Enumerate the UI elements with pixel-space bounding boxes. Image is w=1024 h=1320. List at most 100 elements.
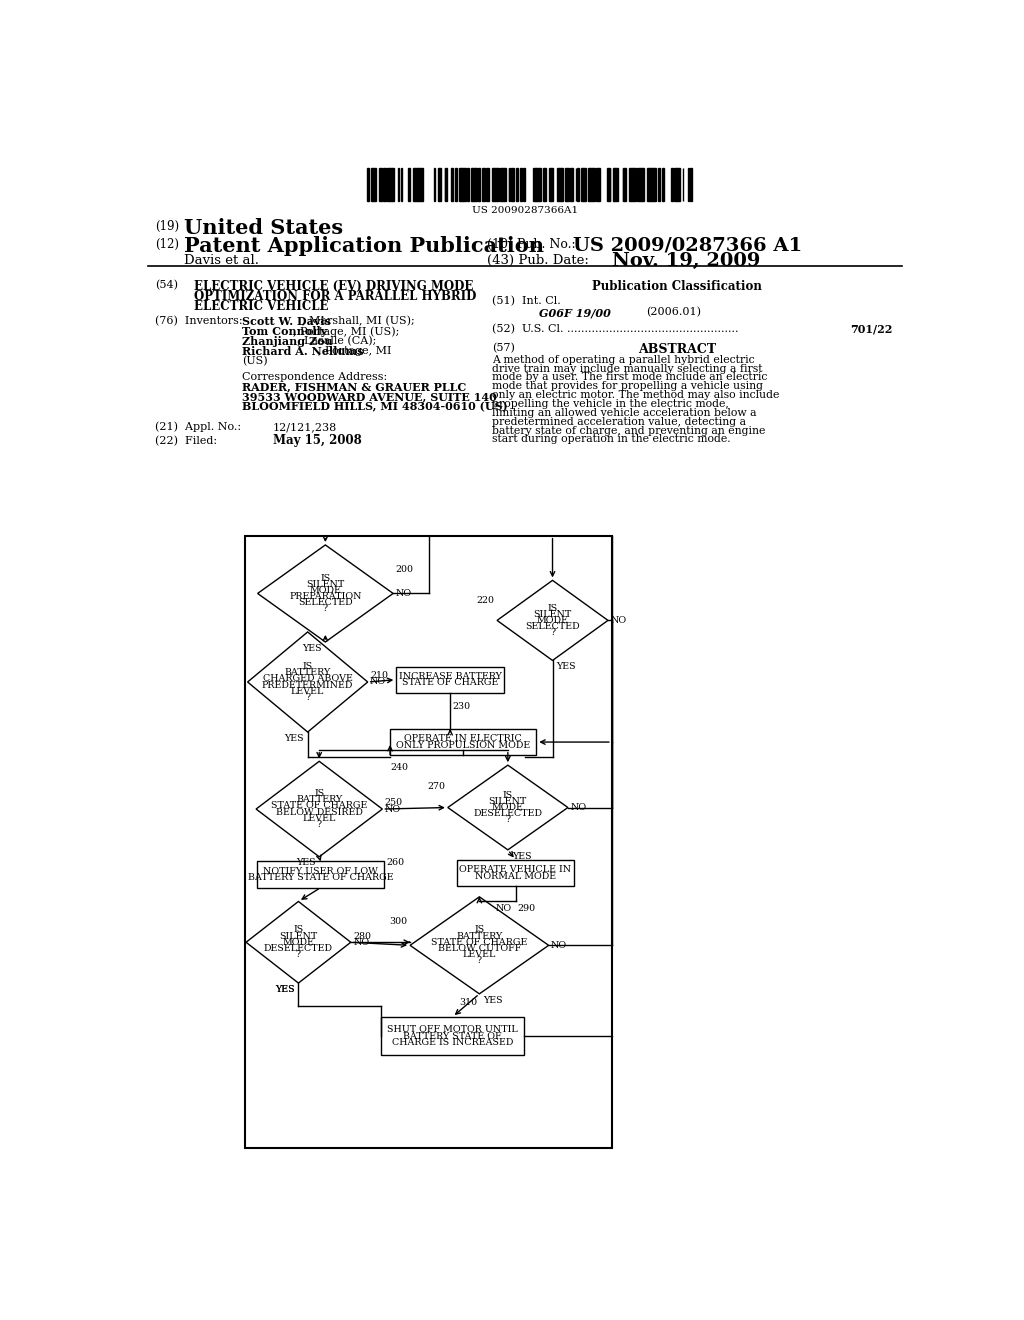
Bar: [632, 168, 634, 201]
Bar: [561, 168, 562, 201]
Bar: [565, 168, 566, 201]
Text: IS: IS: [474, 925, 484, 935]
Text: (43) Pub. Date:: (43) Pub. Date:: [487, 253, 589, 267]
Polygon shape: [447, 766, 568, 850]
Text: MODE: MODE: [537, 616, 568, 624]
Text: ?: ?: [323, 605, 328, 614]
Text: predetermined acceleration value, detecting a: predetermined acceleration value, detect…: [493, 417, 746, 426]
Text: Tom Connolly: Tom Connolly: [243, 326, 328, 338]
Text: (51)  Int. Cl.: (51) Int. Cl.: [493, 296, 561, 306]
Bar: [543, 168, 544, 201]
Bar: [677, 168, 680, 201]
Bar: [383, 168, 385, 201]
Bar: [471, 168, 472, 201]
Bar: [481, 168, 484, 201]
Text: , Portage, MI (US);: , Portage, MI (US);: [293, 326, 399, 337]
Bar: [391, 168, 392, 201]
Bar: [387, 168, 389, 201]
Bar: [500, 168, 502, 201]
Text: IS: IS: [548, 603, 558, 612]
Text: LEVEL: LEVEL: [463, 950, 496, 960]
Text: Scott W. Davis: Scott W. Davis: [243, 317, 331, 327]
Text: 280: 280: [353, 932, 371, 941]
Text: BATTERY: BATTERY: [457, 932, 503, 941]
Text: May 15, 2008: May 15, 2008: [273, 434, 361, 447]
Bar: [583, 168, 586, 201]
Text: STATE OF CHARGE: STATE OF CHARGE: [402, 678, 499, 688]
Bar: [485, 168, 488, 201]
Polygon shape: [497, 581, 608, 660]
Text: NO: NO: [395, 589, 412, 598]
Text: 240: 240: [390, 763, 408, 772]
Text: DESELECTED: DESELECTED: [264, 944, 333, 953]
Bar: [396, 667, 504, 693]
Bar: [390, 729, 537, 755]
Text: start during operation in the electric mode.: start during operation in the electric m…: [493, 434, 731, 445]
Text: LEVEL: LEVEL: [291, 686, 325, 696]
Text: SILENT: SILENT: [488, 797, 527, 805]
Bar: [607, 168, 609, 201]
Text: SILENT: SILENT: [280, 932, 317, 941]
Bar: [536, 168, 538, 201]
Bar: [550, 168, 551, 201]
Bar: [455, 168, 457, 201]
Text: RADER, FISHMAN & GRAUER PLLC: RADER, FISHMAN & GRAUER PLLC: [243, 381, 467, 393]
Text: mode by a user. The first mode include an electric: mode by a user. The first mode include a…: [493, 372, 768, 383]
Text: Correspondence Address:: Correspondence Address:: [243, 372, 387, 383]
Bar: [532, 168, 535, 201]
Bar: [640, 168, 642, 201]
Text: 250: 250: [385, 799, 402, 808]
Polygon shape: [410, 896, 549, 994]
Text: 260: 260: [387, 858, 404, 866]
Bar: [445, 168, 447, 201]
Text: MODE: MODE: [492, 803, 524, 812]
Text: SELECTED: SELECTED: [525, 622, 580, 631]
Text: CHARGED ABOVE: CHARGED ABOVE: [263, 675, 352, 684]
Text: limiting an allowed vehicle acceleration below a: limiting an allowed vehicle acceleration…: [493, 408, 757, 418]
Text: NO: NO: [551, 941, 567, 950]
Text: mode that provides for propelling a vehicle using: mode that provides for propelling a vehi…: [493, 381, 764, 391]
Bar: [257, 862, 384, 887]
Text: YES: YES: [275, 985, 295, 994]
Text: (19): (19): [156, 220, 179, 234]
Text: BATTERY STATE OF CHARGE: BATTERY STATE OF CHARGE: [248, 874, 393, 882]
Bar: [651, 168, 652, 201]
Text: 300: 300: [390, 917, 408, 925]
Text: (52)  U.S. Cl. .................................................: (52) U.S. Cl. ..........................…: [493, 323, 739, 334]
Bar: [367, 168, 369, 201]
Text: SILENT: SILENT: [306, 579, 344, 589]
Text: , Lasalle (CA);: , Lasalle (CA);: [297, 337, 377, 347]
Text: 230: 230: [453, 702, 471, 711]
Text: LEVEL: LEVEL: [302, 814, 336, 822]
Bar: [540, 168, 541, 201]
Bar: [416, 168, 418, 201]
Bar: [629, 168, 632, 201]
Text: STATE OF CHARGE: STATE OF CHARGE: [431, 937, 527, 946]
Text: (76)  Inventors:: (76) Inventors:: [156, 317, 243, 326]
Bar: [637, 168, 640, 201]
Bar: [497, 168, 499, 201]
Text: 270: 270: [427, 783, 445, 791]
Text: NO: NO: [353, 937, 370, 946]
Bar: [392, 168, 394, 201]
Text: IS: IS: [293, 925, 303, 935]
Text: (10) Pub. No.:: (10) Pub. No.:: [487, 238, 575, 251]
Bar: [397, 168, 399, 201]
Bar: [523, 168, 524, 201]
Bar: [671, 168, 673, 201]
Text: YES: YES: [296, 858, 315, 867]
Text: INCREASE BATTERY: INCREASE BATTERY: [398, 672, 502, 681]
Bar: [596, 168, 599, 201]
Text: A method of operating a parallel hybrid electric: A method of operating a parallel hybrid …: [493, 355, 755, 364]
Bar: [457, 859, 574, 886]
Text: 12/121,238: 12/121,238: [273, 422, 337, 432]
Text: PREPARATION: PREPARATION: [289, 593, 361, 601]
Bar: [658, 168, 659, 201]
Text: Patent Application Publication: Patent Application Publication: [184, 236, 545, 256]
Text: Richard A. Nellums: Richard A. Nellums: [243, 346, 364, 358]
Text: BATTERY STATE OF: BATTERY STATE OF: [403, 1032, 502, 1040]
Text: (57): (57): [493, 343, 515, 354]
Text: propelling the vehicle in the electric mode,: propelling the vehicle in the electric m…: [493, 399, 729, 409]
Bar: [379, 168, 382, 201]
Text: ?: ?: [505, 816, 510, 824]
